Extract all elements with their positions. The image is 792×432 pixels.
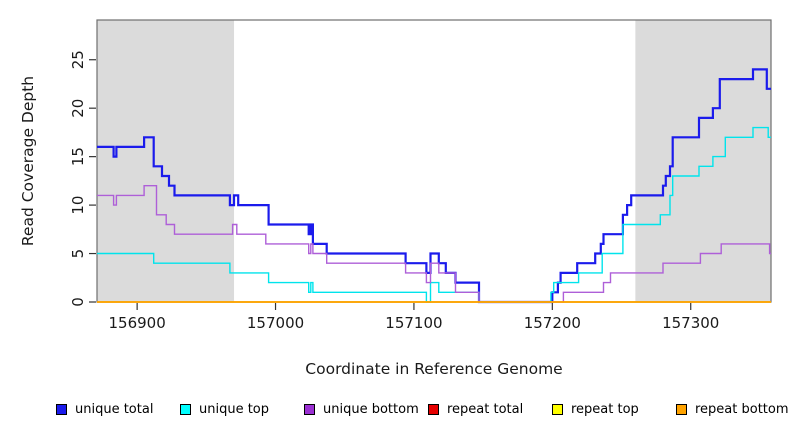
coverage-plot: 156900 157000 157100 157200 157300 0 5 10 15 20 25…	[19, 19, 772, 378]
shaded-regions	[97, 20, 771, 302]
legend-label: unique top	[199, 401, 270, 417]
svg-text:156900: 156900	[109, 314, 166, 332]
legend-swatch-repeat-top	[552, 403, 563, 415]
legend-label: repeat top	[571, 401, 639, 417]
legend-entry-repeat-top: repeat top	[552, 398, 639, 420]
legend-swatch-repeat-bottom	[676, 403, 687, 415]
svg-text:15: 15	[69, 147, 87, 166]
legend-swatch-unique-top	[180, 403, 191, 415]
legend-label: unique bottom	[323, 401, 419, 417]
svg-text:0: 0	[69, 297, 87, 307]
legend-swatch-unique-bottom	[304, 403, 315, 415]
svg-text:157200: 157200	[524, 314, 581, 332]
svg-text:25: 25	[69, 50, 87, 69]
y-axis-label: Read Coverage Depth	[19, 76, 37, 246]
x-axis-label: Coordinate in Reference Genome	[305, 360, 562, 378]
legend: unique total unique top unique bottom re…	[0, 398, 792, 424]
legend-entry-repeat-bottom: repeat bottom	[676, 398, 789, 420]
legend-swatch-unique-total	[56, 403, 67, 415]
legend-entry-repeat-total: repeat total	[428, 398, 523, 420]
legend-label: unique total	[75, 401, 154, 417]
legend-entry-unique-total: unique total	[56, 398, 153, 420]
series-lines	[97, 68, 771, 304]
legend-swatch-repeat-total	[428, 403, 439, 415]
legend-entry-unique-bottom: unique bottom	[304, 398, 419, 420]
svg-text:10: 10	[69, 196, 87, 215]
legend-label: repeat total	[447, 401, 524, 417]
legend-label: repeat bottom	[695, 401, 789, 417]
svg-text:5: 5	[69, 249, 87, 259]
svg-text:157000: 157000	[247, 314, 304, 332]
svg-text:157100: 157100	[385, 314, 442, 332]
legend-entry-unique-top: unique top	[180, 398, 269, 420]
svg-text:157300: 157300	[662, 314, 719, 332]
svg-text:20: 20	[69, 99, 87, 118]
